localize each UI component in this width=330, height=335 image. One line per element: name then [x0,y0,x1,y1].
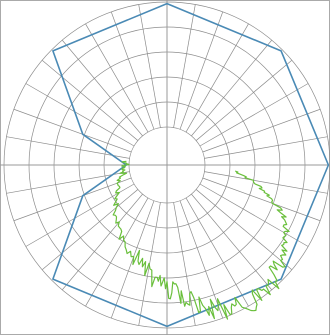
grid-spoke [199,183,309,247]
grid-spoke [199,83,309,147]
grid-spoke [41,189,139,271]
grid-spoke [110,200,155,319]
grid-spoke [202,177,321,222]
series-layer [52,2,330,328]
grid-spoke [191,39,273,137]
grid-spoke [173,202,196,326]
grid-spoke [61,39,143,137]
grid-spoke [204,136,328,159]
grid-spoke [179,11,224,130]
grid-spoke [25,83,135,147]
grid-spoke [13,177,132,222]
grid-spoke [6,136,130,159]
grid-spoke [191,193,273,291]
series-1-curve [112,160,290,320]
grid-spoke [179,200,224,319]
grid-spoke [61,193,143,291]
grid-spoke [13,108,132,153]
grid-spoke [202,108,321,153]
grid-spoke [41,59,139,141]
grid-spoke [6,171,130,194]
grid-spoke [85,23,149,133]
grid-spoke [138,4,161,128]
grid-spoke [185,23,249,133]
grid-spoke [85,197,149,307]
grid-spoke [195,189,293,271]
grid-spoke [173,4,196,128]
grid-spoke [185,197,249,307]
grid-spoke [25,183,135,247]
grid-spoke [195,59,293,141]
grid-spoke [204,171,328,194]
grid-spoke [110,11,155,130]
